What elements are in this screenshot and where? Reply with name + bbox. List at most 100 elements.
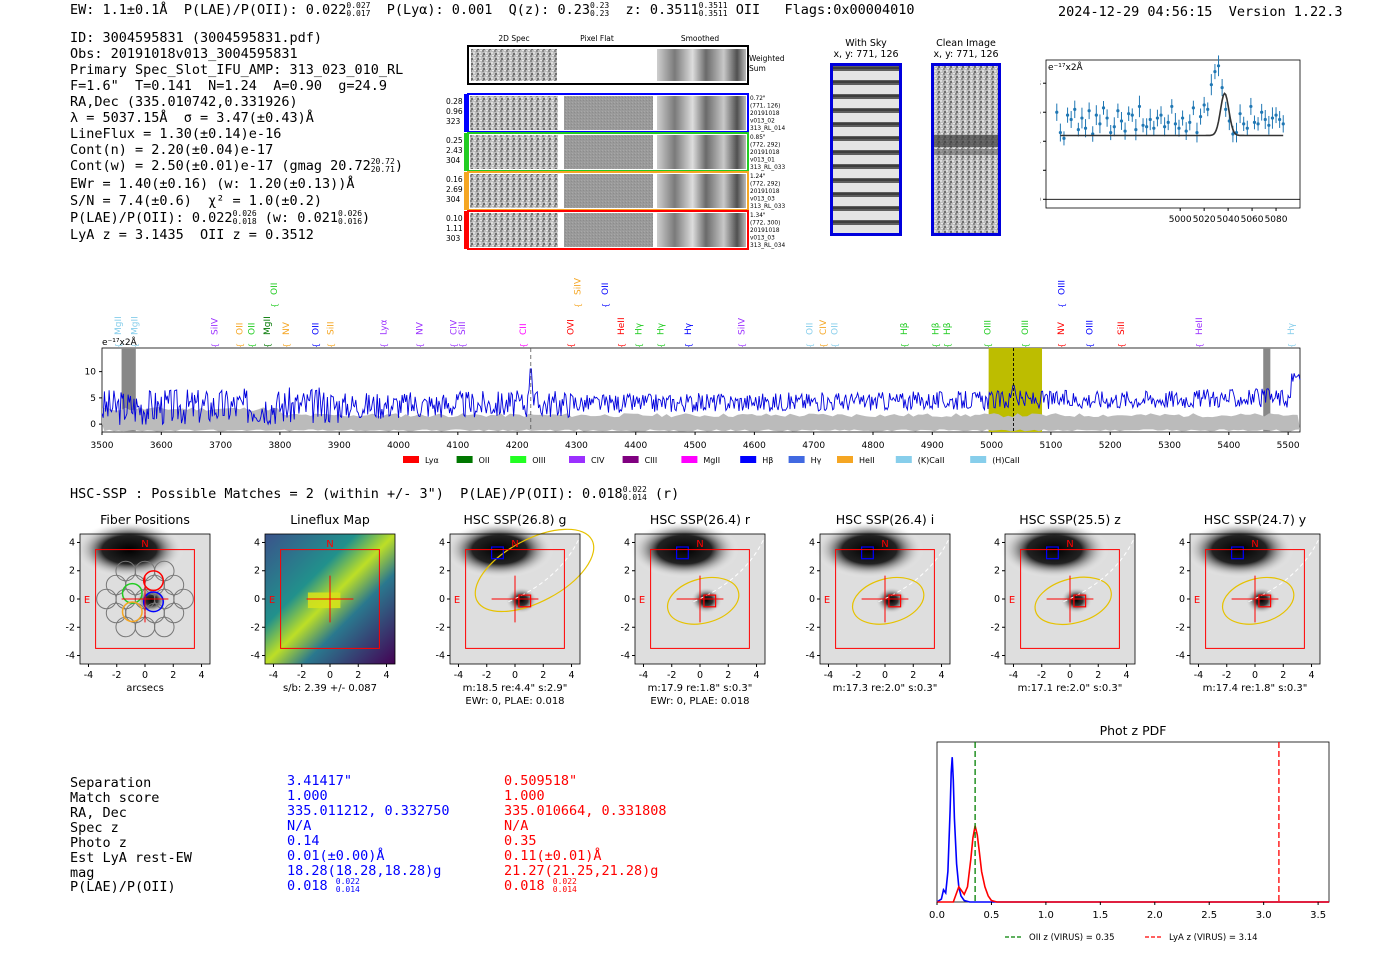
line-label: OII (236, 323, 246, 335)
line-label: OIII (1021, 320, 1031, 335)
cutout-row-left-value: 323 (446, 117, 461, 126)
blue-match-value: 0.018 0.022 0.014 (287, 877, 360, 895)
hsc-caption: m:17.4 re:1.8" s:0.3" (1203, 683, 1308, 694)
line-label-brace: { (458, 343, 467, 348)
blue-match-value: 3.41417" (287, 773, 353, 789)
highlighted-fiber (142, 591, 165, 613)
line-label-brace: { (326, 343, 335, 348)
data-point (1065, 113, 1070, 117)
line-label-brace: { (635, 343, 644, 348)
cutout-row-left-value: 2.43 (446, 146, 463, 155)
hsc-caption: s/b: 2.39 +/- 0.087 (283, 683, 377, 694)
line-label: OIII (1058, 280, 1068, 295)
xtick-label: 4 (938, 670, 944, 681)
blue-match-value: 1.000 (287, 788, 328, 804)
clean-image-title: Clean Image x, y: 771, 126 (933, 38, 999, 60)
data-point (1105, 116, 1109, 120)
cutout-row-left-value: 304 (446, 195, 461, 204)
data-point (1267, 123, 1271, 127)
line-label: Hβ (900, 322, 910, 335)
line-label: OII (247, 323, 257, 335)
header-qz: Q(z): 0.23 (508, 2, 590, 18)
data-point (1270, 116, 1275, 120)
cutout-row-left-value: 304 (446, 156, 461, 165)
north-label: N (326, 539, 333, 550)
east-label: E (1194, 595, 1200, 606)
header-ew: EW: 1.1±0.1Å (70, 2, 168, 18)
ytick-label: 2 (624, 566, 630, 577)
red-match-value: 0.11(±0.01)Å (504, 848, 602, 864)
ytick-label: 0 (69, 594, 75, 605)
cutout-2d-spec (470, 174, 558, 208)
data-point (1123, 129, 1127, 133)
neighbor-ellipse (1248, 536, 1321, 603)
legend-label: (K)CaII (918, 456, 945, 465)
line-label-brace: { (1287, 343, 1296, 348)
hsc-caption: arcsecs (126, 683, 164, 694)
ytick-label: 6 (1040, 108, 1041, 118)
red-match-value: 335.010664, 0.331808 (504, 803, 667, 819)
blue-match-box (1230, 546, 1244, 560)
line-label: NV (415, 321, 425, 335)
data-point (1198, 114, 1203, 119)
line-label-brace: { (617, 343, 626, 348)
xtick-label: 0 (697, 670, 703, 681)
line-label: OIII (1085, 320, 1095, 335)
cutout-row-right-value: v013_02 (750, 119, 775, 125)
xtick-label: 4200 (506, 441, 529, 451)
photz-series-line (936, 757, 1329, 903)
xtick-label: 4 (568, 670, 574, 681)
aperture-box (280, 549, 380, 649)
spectrum-line (101, 368, 1301, 426)
xtick-label: 0 (327, 670, 333, 681)
xtick-label: 4 (198, 670, 204, 681)
header-z-line: OII (735, 2, 761, 18)
ytick-label: 4 (1040, 137, 1041, 147)
xtick-label: -2 (852, 670, 861, 681)
data-point (1058, 130, 1062, 135)
legend-label: OIII (532, 456, 545, 465)
line-label: NV (282, 321, 292, 335)
match-label: Separation (70, 775, 152, 791)
legend-swatch (456, 456, 473, 463)
ytick-label: -2 (806, 622, 815, 633)
cutout-row-right-value: 20191018 (750, 189, 780, 195)
data-point (1191, 106, 1195, 110)
ytick-label: 2 (1179, 566, 1185, 577)
cutout-row-right-value: 313_RL_033 (750, 204, 785, 210)
xtick-label: 4800 (862, 441, 885, 451)
data-point (1170, 104, 1174, 109)
data-point (1134, 128, 1138, 132)
cutout-smoothed (657, 213, 746, 247)
ytick-label: 4 (439, 537, 445, 548)
line-label-brace: { (601, 303, 610, 308)
cutout-row-marker (464, 211, 467, 249)
ytick-label: 0 (624, 594, 630, 605)
xtick-label: 5300 (1158, 441, 1181, 451)
red-match-box (1073, 594, 1087, 608)
cutout-2d-spec (470, 96, 558, 130)
ytick-label: -2 (66, 622, 75, 633)
match-label: Spec z (70, 820, 119, 836)
cutout-row-left-value: 0.16 (446, 175, 463, 184)
aperture-box (1205, 549, 1305, 649)
info-primary: Primary Spec_Slot_IFU_AMP: 313_023_010_R… (70, 62, 404, 78)
data-point (1055, 110, 1059, 114)
line-label-brace: { (114, 343, 123, 348)
line-label-brace: { (1058, 303, 1067, 308)
xtick-label: 5000 (980, 441, 1003, 451)
ytick-label: 4 (809, 537, 815, 548)
data-point (1278, 117, 1282, 122)
legend-swatch (970, 456, 987, 463)
data-point (1141, 123, 1145, 127)
line-fit-unit: e⁻¹⁷x2Å (1048, 61, 1084, 73)
line-label-brace: { (211, 343, 220, 348)
legend-label: Hγ (811, 456, 822, 465)
legend-label: CIII (645, 456, 658, 465)
data-point (1274, 113, 1278, 117)
weighted-label: Weighted (749, 54, 785, 63)
cutout-row-left-value: 0.10 (446, 214, 463, 223)
ytick-label: 2 (439, 566, 445, 577)
